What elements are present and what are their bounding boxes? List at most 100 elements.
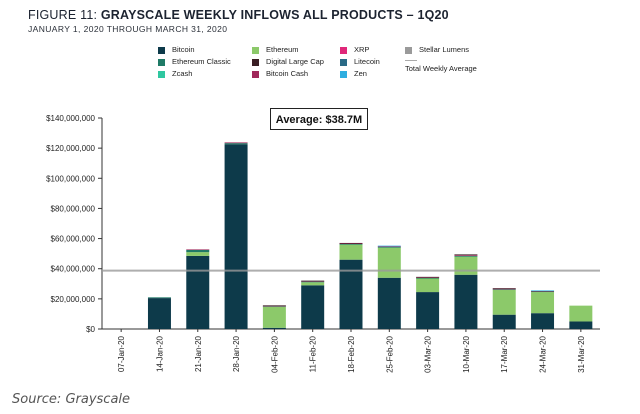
legend-item: Litecoin	[340, 56, 380, 67]
bar-segment-bitcoin-cash	[531, 290, 555, 292]
legend-label: Litecoin	[354, 57, 380, 66]
legend-label: Total Weekly Average	[405, 64, 477, 73]
legend-label: Stellar Lumens	[419, 45, 470, 54]
bar-segment-bitcoin-cash	[377, 246, 401, 248]
x-tick-label: 04-Feb-20	[270, 335, 279, 372]
legend-label: Bitcoin Cash	[266, 69, 309, 78]
x-tick-label: 17-Mar-20	[500, 335, 509, 372]
average-label: Average: $38.7M	[270, 108, 368, 130]
y-tick-label: $120,000,000	[46, 144, 95, 153]
bar-segment-bitcoin	[186, 255, 210, 329]
legend-swatch	[340, 46, 347, 54]
y-tick-label: $0	[86, 325, 95, 334]
y-tick-label: $40,000,000	[51, 265, 96, 274]
legend-swatch	[158, 46, 165, 54]
bar-segment-ethereum-classic	[262, 306, 286, 307]
legend-swatch	[158, 58, 165, 66]
legend-label: Ethereum Classic	[172, 57, 231, 66]
bar-segment-ethereum-classic	[454, 255, 478, 257]
x-tick-label: 31-Mar-20	[577, 335, 586, 372]
bar-segment-ethereum-classic	[339, 243, 363, 245]
bar-segment-bitcoin	[339, 259, 363, 329]
bar-segment-digital-large-cap	[262, 305, 286, 306]
legend-item: Zcash	[158, 68, 192, 79]
bar-segment-bitcoin	[262, 327, 286, 329]
x-tick-label: 10-Mar-20	[462, 335, 471, 372]
bar-segment-bitcoin	[492, 314, 516, 329]
legend-label: Zen	[354, 69, 367, 78]
bar-segment-ethereum-classic	[416, 277, 440, 279]
x-tick-label: 03-Mar-20	[424, 335, 433, 372]
bar-segment-ethereum	[377, 247, 401, 278]
x-tick-label: 21-Jan-20	[194, 335, 203, 372]
legend-label: Digital Large Cap	[266, 57, 324, 66]
bar-segment-ethereum-classic	[224, 143, 248, 145]
legend-item: Digital Large Cap	[252, 56, 324, 67]
bar-segment-bitcoin	[454, 274, 478, 329]
bar-segment-zen	[377, 245, 401, 247]
legend-label: Zcash	[172, 69, 193, 78]
y-tick-label: $140,000,000	[46, 114, 95, 123]
bar-segment-bitcoin-cash	[301, 281, 325, 282]
bar-segment-bitcoin	[301, 285, 325, 329]
legend-item: Ethereum Classic	[158, 56, 231, 67]
legend-swatch	[252, 46, 259, 54]
chart-legend: Bitcoin Ethereum XRP Stellar Lumens Ethereum…	[158, 44, 518, 84]
legend-label: Bitcoin	[172, 45, 195, 54]
legend-item: Bitcoin Cash	[252, 68, 308, 79]
bar-segment-bitcoin-cash	[262, 305, 286, 307]
bar-segment-bitcoin	[377, 277, 401, 329]
bar-segment-bitcoin-cash	[224, 142, 248, 144]
bar-segment-digital-large-cap	[454, 254, 478, 256]
bar-segment-ethereum	[186, 252, 210, 256]
legend-item: Total Weekly Average	[405, 60, 477, 73]
bar-segment-ethereum	[569, 305, 593, 322]
bar-segment-ethereum	[301, 282, 325, 286]
legend-item: XRP	[340, 44, 369, 55]
bar-segment-ethereum-classic	[492, 289, 516, 290]
legend-swatch	[158, 70, 165, 78]
y-tick-label: $20,000,000	[51, 295, 96, 304]
legend-item: Zen	[340, 68, 367, 79]
bar-segment-bitcoin-cash	[339, 243, 363, 244]
bar-segment-digital-large-cap	[339, 242, 363, 244]
source-note: Source: Grayscale	[12, 392, 131, 407]
bar-segment-ethereum-classic	[186, 249, 210, 253]
legend-swatch	[252, 58, 259, 66]
bar-segment-bitcoin	[224, 144, 248, 329]
legend-item: Bitcoin	[158, 44, 195, 55]
x-tick-label: 14-Jan-20	[155, 335, 164, 372]
bar-segment-ethereum	[416, 278, 440, 293]
bar-segment-bitcoin	[416, 292, 440, 329]
x-tick-label: 24-Mar-20	[539, 335, 548, 372]
bar-segment-ethereum	[454, 256, 478, 275]
bar-segment-bitcoin-cash	[186, 249, 210, 251]
figure-label: FIGURE 11:	[28, 8, 98, 22]
bar-segment-zen	[531, 290, 555, 292]
x-tick-label: 11-Feb-20	[309, 335, 318, 372]
bar-segment-ethereum-classic	[301, 281, 325, 283]
chart-title: FIGURE 11: GRAYSCALE WEEKLY INFLOWS ALL …	[28, 8, 449, 22]
legend-swatch	[340, 58, 347, 66]
y-tick-label: $80,000,000	[51, 204, 96, 213]
bar-segment-bitcoin-cash	[454, 255, 478, 256]
legend-label: Ethereum	[266, 45, 299, 54]
bar-segment-ethereum-classic	[147, 297, 171, 299]
bar-segment-bitcoin	[147, 298, 171, 329]
bar-segment-bitcoin-cash	[416, 277, 440, 278]
bar-segment-ethereum-classic	[531, 291, 555, 293]
bar-segment-ethereum-classic	[377, 246, 401, 248]
x-tick-label: 28-Jan-20	[232, 335, 241, 372]
chart-subtitle: JANUARY 1, 2020 THROUGH MARCH 31, 2020	[28, 24, 228, 34]
legend-swatch	[340, 70, 347, 78]
legend-line-swatch	[405, 60, 417, 61]
legend-label: XRP	[354, 45, 370, 54]
bar-segment-digital-large-cap	[492, 288, 516, 289]
legend-item: Stellar Lumens	[405, 44, 469, 55]
bar-segment-bitcoin	[569, 321, 593, 329]
bar-segment-ethereum	[262, 306, 286, 328]
bar-segment-bitcoin-cash	[492, 288, 516, 290]
x-tick-label: 25-Feb-20	[385, 335, 394, 372]
bar-segment-digital-large-cap	[416, 276, 440, 278]
